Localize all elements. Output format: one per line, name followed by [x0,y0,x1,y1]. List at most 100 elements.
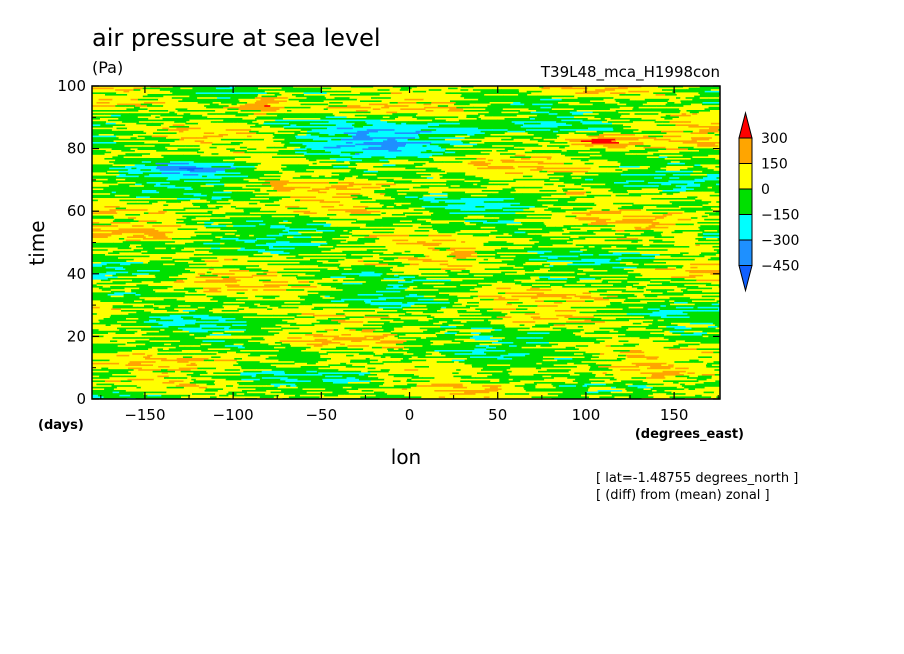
heat-cell [263,127,285,130]
heat-cell [143,166,158,168]
heat-cell [397,111,406,114]
heat-cell [179,161,190,164]
heat-cell [426,90,451,93]
heat-cell [511,121,538,124]
heat-cell [127,92,142,95]
heat-cell [665,146,679,149]
heat-cell [339,86,352,88]
heat-cell [607,167,615,170]
heat-cell [524,148,547,151]
heat-cell [197,158,218,160]
heat-cell [700,164,720,167]
heat-cell [474,172,501,175]
heat-cell [441,146,458,149]
heat-cell [517,166,545,168]
heat-cell [233,164,259,167]
heat-cell [336,90,352,93]
heat-cell [481,140,505,143]
heat-cell [137,180,151,183]
heat-cell [348,166,374,168]
heat-cell [406,194,424,197]
heat-cell [682,154,709,157]
heat-cell [302,178,313,181]
heat-cell [562,86,573,88]
heat-cell [431,114,458,117]
heat-cell [397,172,417,175]
heat-cell [647,151,666,154]
heat-cell [250,156,265,159]
heat-cell [394,129,407,132]
heat-cell [252,90,266,93]
heat-cell [469,102,491,104]
heat-cell [374,191,387,194]
heat-cell [226,148,236,151]
heat-cell [572,172,586,175]
heat-cell [493,106,516,109]
heat-cell [280,175,301,178]
heat-cell [345,142,354,144]
heat-cell [123,129,150,132]
heat-cell [293,116,306,119]
heat-cell [431,132,447,135]
heat-cell [302,162,314,165]
heat-cell [286,100,300,103]
heat-cell [328,121,339,124]
heat-cell [451,177,461,180]
heat-cell [385,193,399,196]
heat-cell [125,174,150,176]
heat-cell [672,166,694,168]
heat-cell [255,124,280,127]
heat-cell [376,140,384,143]
heat-cell [519,129,527,132]
heat-cell [495,156,511,159]
heat-cell [691,140,698,143]
heat-cell [428,191,443,194]
heat-cell [328,134,336,136]
heat-cell [373,86,380,88]
heat-cell [353,140,377,143]
heat-cell [510,103,525,106]
heat-cell [371,172,398,175]
heat-cell [230,174,253,176]
heat-cell [239,105,265,108]
heat-cell [511,116,530,119]
heat-cell [199,145,207,148]
heat-cell [209,148,227,151]
heat-cell [513,138,531,141]
heat-cell [608,156,628,159]
heat-cell [698,111,711,114]
heat-cell [599,170,624,173]
heat-cell [277,130,302,133]
heat-cell [233,151,245,154]
heat-cell [210,193,235,196]
heat-cell [523,124,549,127]
heat-cell [680,100,688,103]
heat-cell [252,182,271,184]
heat-cell [401,150,416,152]
heat-cell [530,169,543,172]
heat-cell [92,118,101,120]
heat-cell [175,134,195,136]
heat-cell [134,151,145,154]
heat-cell [416,172,425,175]
heat-cell [710,111,720,114]
heat-cell [162,118,181,120]
heat-cell [576,124,595,127]
heat-cell [199,143,209,146]
heat-cell [346,106,372,109]
heat-cell [699,129,719,132]
heat-cell [161,90,171,93]
heat-cell [539,170,548,173]
heat-cell [591,150,607,152]
heat-cell [384,105,410,108]
heat-cell [495,154,516,157]
heat-cell [559,186,569,189]
heat-cell [436,108,450,111]
heat-cell [519,162,539,165]
heat-cell [154,100,179,103]
heat-cell [305,146,313,149]
heat-cell [619,106,634,109]
heat-cell [592,103,618,106]
heat-cell [331,164,358,167]
heat-cell [220,102,243,104]
